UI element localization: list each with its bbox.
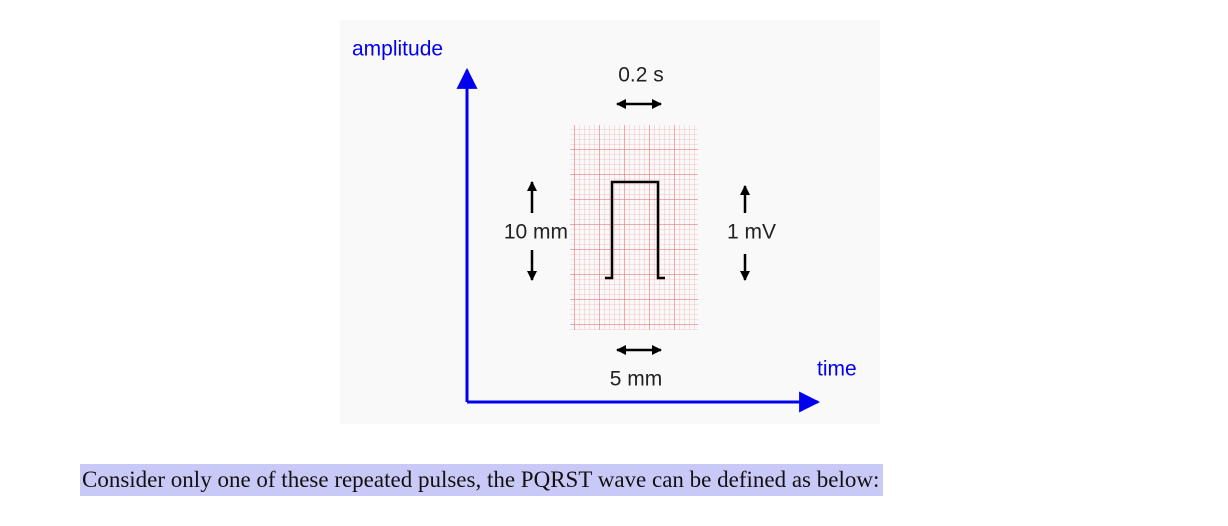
- y-axis-label: amplitude: [352, 38, 443, 61]
- ecg-grid: [570, 125, 698, 330]
- calibration-pulse: [605, 180, 665, 280]
- time-label: 0.2 s: [618, 64, 664, 87]
- width-label: 5 mm: [610, 368, 663, 391]
- height-label: 10 mm: [504, 221, 568, 244]
- paragraph: Consider only one of these repeated puls…: [80, 464, 884, 496]
- voltage-label: 1 mV: [727, 221, 776, 244]
- x-axis-label: time: [817, 358, 857, 381]
